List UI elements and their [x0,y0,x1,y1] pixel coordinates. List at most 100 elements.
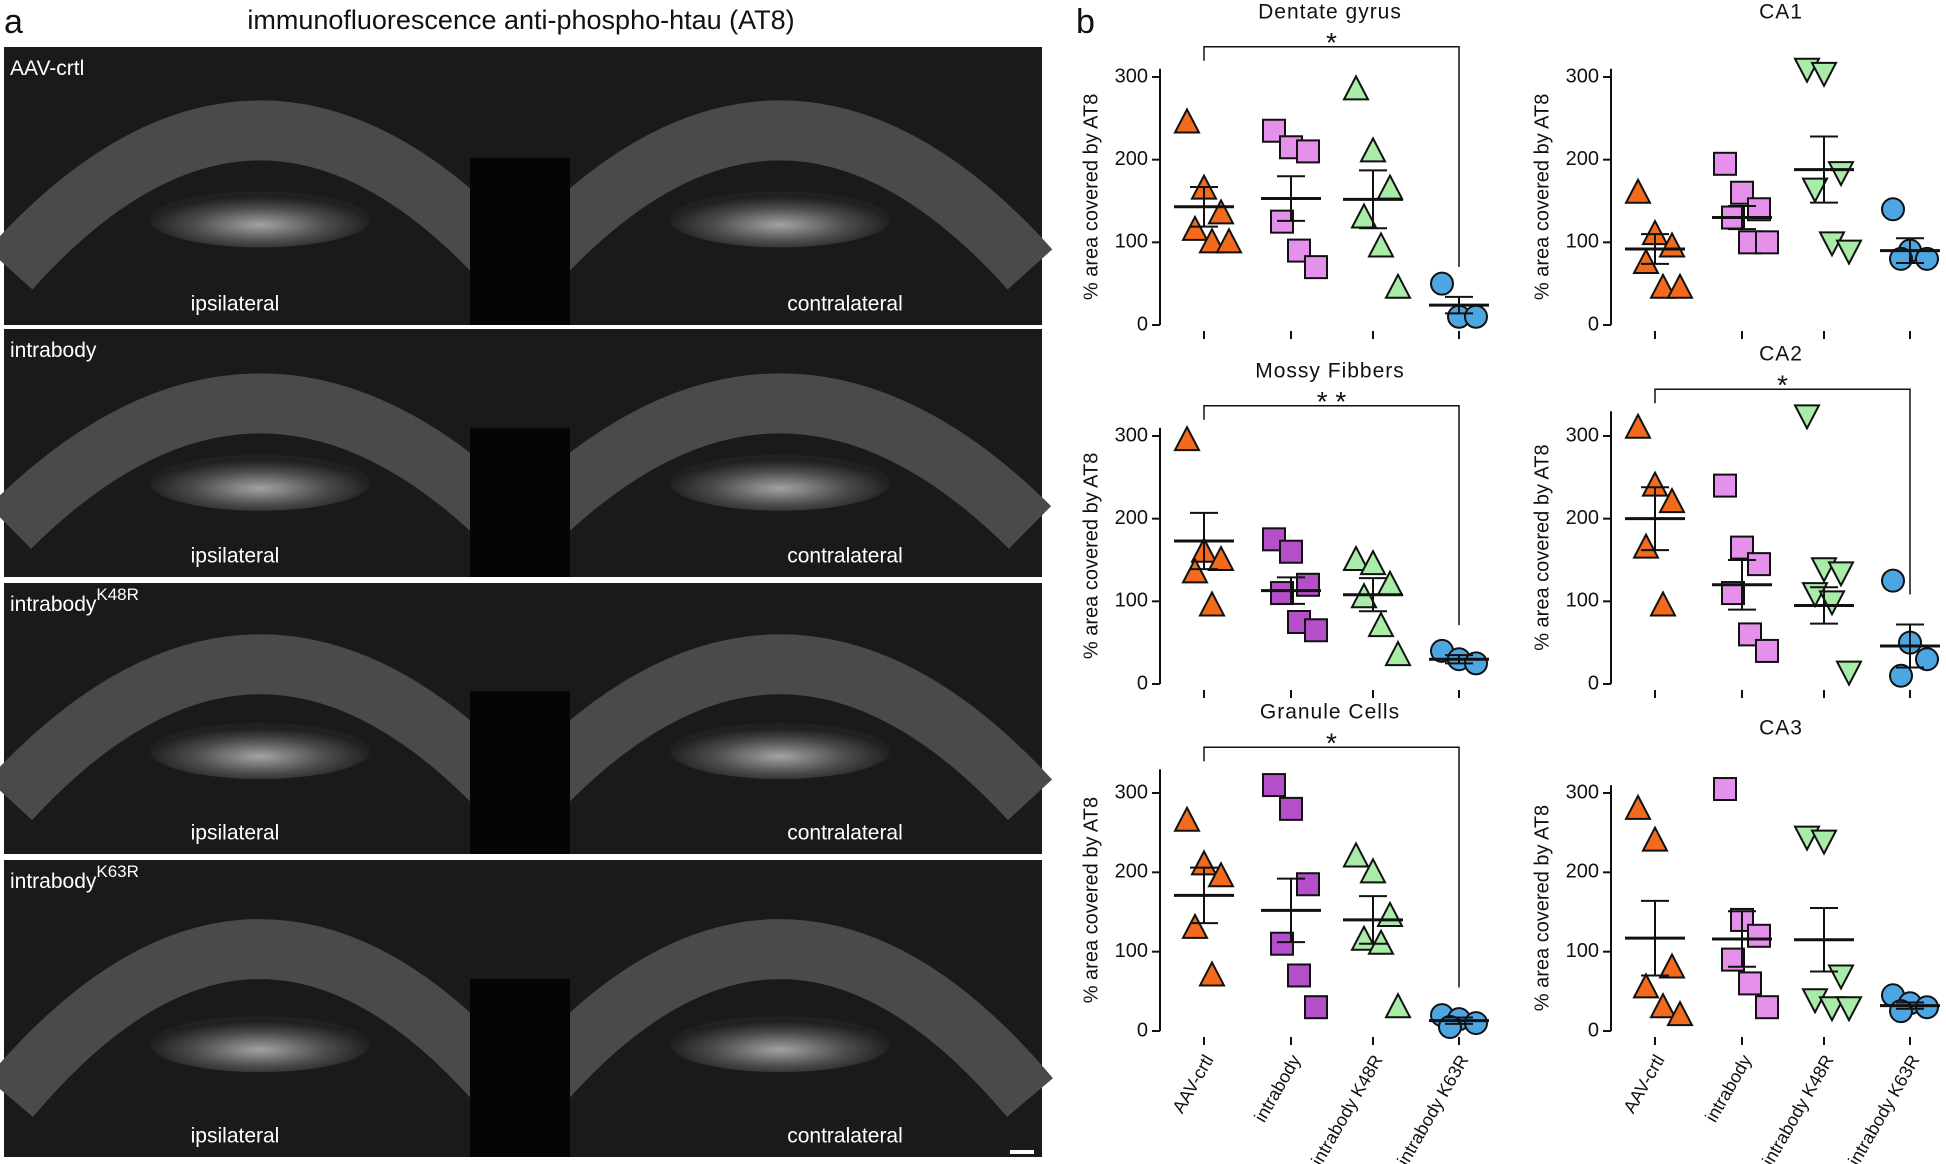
y-tick-label: 100 [1115,590,1148,612]
data-point [1207,544,1235,571]
sem-bar [1810,586,1838,625]
dot-plot: CA2 % area covered by AT8 0 100 200 300 * [1531,343,1940,698]
sem-bar [1896,237,1924,264]
sem-bar [1359,895,1387,945]
data-point [1738,971,1762,996]
y-axis-label: % area covered by AT8 [1080,453,1102,659]
tissue-glow [150,1016,370,1073]
x-tick-label: intrabody K48R [1758,1051,1837,1164]
data-point [1296,139,1320,164]
tissue-glow [150,723,370,780]
data-point [1641,825,1669,852]
data-point [1827,161,1855,188]
midline [470,978,570,1157]
y-axis-label: % area covered by AT8 [1531,444,1553,650]
tissue-glow [670,1016,890,1073]
data-point [1793,404,1821,431]
side-label: ipsilateral [191,545,280,568]
midline [470,158,570,325]
data-point [1304,995,1328,1020]
image-label: AAV-crtl [10,57,84,80]
data-point [1367,231,1395,258]
sem-bar [1277,175,1305,222]
significance-bracket [1203,404,1460,626]
chart-title: Dentate gyrus [1258,0,1402,23]
y-tick-label: 300 [1566,781,1599,803]
chart-title: CA1 [1759,0,1803,23]
sem-bar [1728,910,1756,968]
data-point [1207,198,1235,225]
data-point [1342,74,1370,101]
data-point [1430,271,1454,296]
data-point [1384,639,1412,667]
data-point [1304,255,1328,280]
data-point [1649,590,1677,617]
data-point [1801,177,1829,204]
data-point [1270,931,1294,956]
sem-bar [1445,654,1473,665]
tissue-glow [670,723,890,780]
data-point [1198,227,1226,254]
data-point [1747,197,1771,222]
charts: Dentate gyrus % area covered by AT8 0 100 20… [1080,0,1940,1164]
data-point [1810,829,1838,856]
data-point [1827,561,1855,588]
sem-bar [1277,576,1305,605]
dot-plot: CA1 % area covered by AT8 0 100 200 300 [1531,0,1940,339]
data-point [1376,900,1404,927]
y-tick-label: 100 [1115,231,1148,253]
data-point [1835,239,1863,266]
data-point [1827,964,1855,991]
y-tick-label: 100 [1115,940,1148,962]
data-point [1464,304,1488,329]
data-point [1658,952,1686,979]
data-point [1342,544,1370,571]
sem-bar [1277,877,1305,944]
significance-bracket [1203,746,1460,988]
data-point [1747,923,1771,948]
data-point [1835,660,1863,687]
y-tick-label: 200 [1115,148,1148,170]
data-point [1666,272,1694,299]
sem-bar [1728,204,1756,231]
data-point [1755,638,1779,663]
sem-bar [1641,899,1669,977]
y-tick-label: 300 [1115,65,1148,87]
side-label: ipsilateral [191,822,280,845]
micrograph: intrabody ipsilateral contralateral [0,329,1052,577]
data-point [1810,61,1838,89]
data-point [1181,557,1209,584]
image-label-main: intrabody [10,339,97,362]
y-tick-label: 0 [1588,672,1599,694]
x-tick-label: intrabody K48R [1307,1051,1386,1164]
tissue-glow [150,454,370,511]
sem-bar [1359,577,1387,613]
y-tick-label: 300 [1115,424,1148,446]
data-point [1666,999,1694,1027]
y-tick-label: 0 [1137,313,1148,335]
data-point [1915,647,1939,672]
image-label: intrabodyK63R [10,862,139,892]
data-point [1818,996,1846,1023]
data-point [1173,107,1201,134]
sem-bar [1359,169,1387,230]
data-point [1279,539,1303,564]
data-point [1384,272,1412,299]
chart-title: Granule Cells [1260,701,1400,724]
sem-bar [1190,185,1218,228]
data-point [1359,857,1387,884]
y-tick-label: 300 [1115,781,1148,803]
data-point [1649,992,1677,1019]
y-tick-label: 200 [1115,861,1148,883]
x-tick-label: intrabody K63R [1844,1051,1923,1164]
side-label: contralateral [787,822,903,845]
dot-plot: CA3 % area covered by AT8 0 100 200 300 AAV-cr… [1531,717,1940,1164]
y-axis-label: % area covered by AT8 [1080,797,1102,1003]
data-point [1915,246,1939,271]
midline [470,428,570,577]
data-point [1359,136,1387,163]
dot-plot: Mossy Fibbers % area covered by AT8 0 100 20… [1080,359,1489,698]
data-point [1658,231,1686,258]
data-point [1384,992,1412,1019]
data-point [1755,995,1779,1020]
